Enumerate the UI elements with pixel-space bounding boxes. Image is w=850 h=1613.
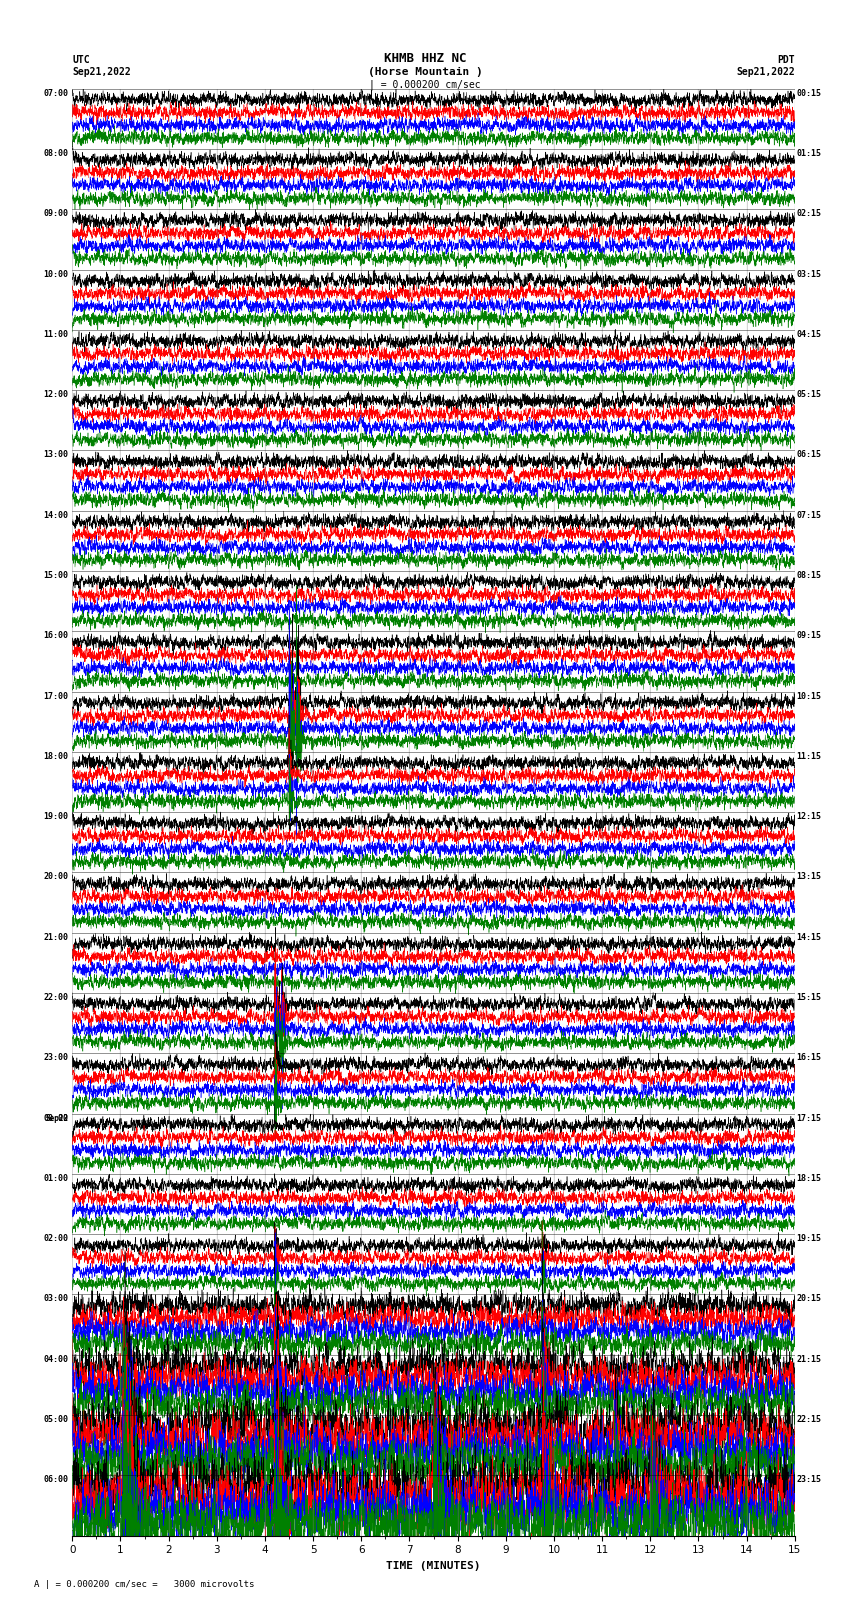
Text: 17:15: 17:15 xyxy=(796,1113,821,1123)
Text: 02:00: 02:00 xyxy=(43,1234,69,1244)
Text: 22:15: 22:15 xyxy=(796,1415,821,1424)
Text: 20:00: 20:00 xyxy=(43,873,69,881)
Text: 04:00: 04:00 xyxy=(43,1355,69,1363)
Text: 10:15: 10:15 xyxy=(796,692,821,700)
Text: 16:00: 16:00 xyxy=(43,631,69,640)
Text: 08:15: 08:15 xyxy=(796,571,821,581)
Text: 23:15: 23:15 xyxy=(796,1476,821,1484)
Text: 06:00: 06:00 xyxy=(43,1476,69,1484)
Text: 15:15: 15:15 xyxy=(796,994,821,1002)
Text: (Horse Mountain ): (Horse Mountain ) xyxy=(367,68,483,77)
Text: 18:15: 18:15 xyxy=(796,1174,821,1182)
Text: Sep21,2022: Sep21,2022 xyxy=(736,68,795,77)
Text: Sep22: Sep22 xyxy=(46,1113,69,1123)
Text: 20:15: 20:15 xyxy=(796,1294,821,1303)
Text: 18:00: 18:00 xyxy=(43,752,69,761)
Text: 12:15: 12:15 xyxy=(796,813,821,821)
Text: 11:00: 11:00 xyxy=(43,331,69,339)
Text: 14:00: 14:00 xyxy=(43,511,69,519)
Text: 13:00: 13:00 xyxy=(43,450,69,460)
Text: 00:15: 00:15 xyxy=(796,89,821,98)
Text: Sep21,2022: Sep21,2022 xyxy=(72,68,131,77)
Text: 21:00: 21:00 xyxy=(43,932,69,942)
Text: 02:15: 02:15 xyxy=(796,210,821,218)
Text: 12:00: 12:00 xyxy=(43,390,69,398)
Text: 13:15: 13:15 xyxy=(796,873,821,881)
Text: 19:15: 19:15 xyxy=(796,1234,821,1244)
Text: KHMB HHZ NC: KHMB HHZ NC xyxy=(383,52,467,65)
Text: 04:15: 04:15 xyxy=(796,331,821,339)
Text: 01:15: 01:15 xyxy=(796,148,821,158)
Text: 16:15: 16:15 xyxy=(796,1053,821,1063)
Text: PDT: PDT xyxy=(777,55,795,65)
Text: 06:15: 06:15 xyxy=(796,450,821,460)
Text: 10:00: 10:00 xyxy=(43,269,69,279)
Text: 07:00: 07:00 xyxy=(43,89,69,98)
Text: 22:00: 22:00 xyxy=(43,994,69,1002)
Text: 03:00: 03:00 xyxy=(43,1294,69,1303)
Text: A | = 0.000200 cm/sec =   3000 microvolts: A | = 0.000200 cm/sec = 3000 microvolts xyxy=(34,1579,254,1589)
Text: 15:00: 15:00 xyxy=(43,571,69,581)
Text: 19:00: 19:00 xyxy=(43,813,69,821)
Text: 23:00: 23:00 xyxy=(43,1053,69,1063)
Text: 05:15: 05:15 xyxy=(796,390,821,398)
Text: | = 0.000200 cm/sec: | = 0.000200 cm/sec xyxy=(369,79,481,90)
Text: 01:00: 01:00 xyxy=(43,1174,69,1182)
Text: 17:00: 17:00 xyxy=(43,692,69,700)
Text: 14:15: 14:15 xyxy=(796,932,821,942)
Text: 08:00: 08:00 xyxy=(43,148,69,158)
Text: 07:15: 07:15 xyxy=(796,511,821,519)
Text: 03:15: 03:15 xyxy=(796,269,821,279)
Text: UTC: UTC xyxy=(72,55,90,65)
Text: 05:00: 05:00 xyxy=(43,1415,69,1424)
Text: 11:15: 11:15 xyxy=(796,752,821,761)
Text: 09:15: 09:15 xyxy=(796,631,821,640)
Text: 21:15: 21:15 xyxy=(796,1355,821,1363)
Text: 00:00: 00:00 xyxy=(43,1113,69,1123)
X-axis label: TIME (MINUTES): TIME (MINUTES) xyxy=(386,1561,481,1571)
Text: 09:00: 09:00 xyxy=(43,210,69,218)
